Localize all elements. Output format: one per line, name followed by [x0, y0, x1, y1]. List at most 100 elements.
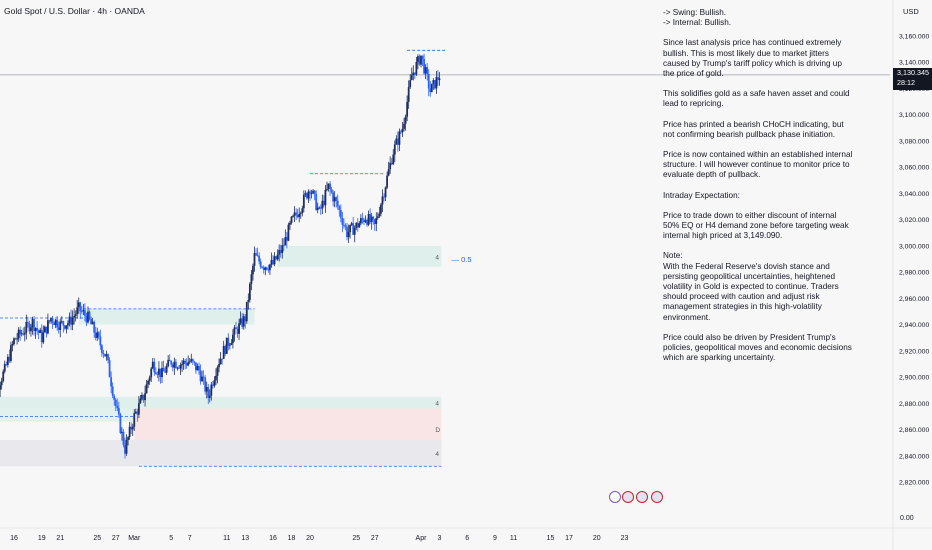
candle-body — [410, 75, 413, 81]
candle-body — [188, 361, 191, 363]
candle-body — [346, 226, 348, 238]
candle-body — [318, 207, 321, 209]
candle-body — [0, 381, 3, 386]
zone-5 — [0, 440, 442, 467]
candle-body — [51, 318, 54, 323]
candle-body — [110, 377, 113, 387]
candle-body — [20, 333, 23, 335]
candle-body — [332, 192, 335, 202]
x-tick-label: 9 — [493, 535, 497, 542]
us-flag-icon — [636, 491, 648, 503]
x-tick-label: 16 — [10, 535, 18, 542]
candle-body — [364, 220, 367, 223]
candle-body — [352, 223, 355, 235]
candle-body — [94, 332, 97, 338]
candle-body — [88, 311, 91, 319]
candle-body — [6, 356, 9, 365]
candle-body — [33, 318, 35, 332]
candle-body — [259, 261, 262, 268]
candle-body — [158, 368, 160, 375]
candle-body — [173, 361, 176, 368]
candle-body — [415, 61, 418, 75]
y-tick-label: 3,020.000 — [899, 217, 929, 224]
candle-body — [306, 193, 308, 199]
candle-body — [70, 316, 72, 325]
candle-body — [409, 80, 412, 88]
candle-body — [80, 311, 83, 312]
candle-body — [190, 359, 193, 362]
y-tick-label: 3,080.000 — [899, 138, 929, 145]
candle-body — [302, 194, 305, 209]
candle-body — [67, 323, 69, 326]
candle-body — [136, 411, 139, 415]
candle-body — [232, 334, 234, 344]
candle-body — [380, 204, 382, 214]
candle-body — [204, 377, 207, 392]
candle-body — [375, 217, 378, 224]
candle-body — [403, 123, 405, 129]
currency-label[interactable]: USD — [903, 7, 919, 16]
candle-body — [57, 327, 60, 330]
x-tick-label: 5 — [169, 535, 173, 542]
candle-body — [407, 87, 410, 102]
candle-body — [267, 269, 270, 271]
candle-body — [170, 361, 173, 365]
candle-body — [218, 364, 220, 368]
zone-1 — [78, 308, 255, 325]
candle-body — [299, 213, 302, 214]
candle-body — [154, 372, 157, 374]
candle-body — [359, 218, 362, 224]
candle-body — [292, 215, 294, 217]
x-tick-label: Apr — [416, 535, 428, 542]
candle-body — [43, 326, 46, 333]
x-tick-label: 25 — [352, 535, 360, 542]
candle-body — [258, 255, 261, 262]
candle-body — [127, 437, 129, 440]
chart-title: Gold Spot / U.S. Dollar · 4h · OANDA — [4, 6, 145, 16]
candle-body — [213, 380, 216, 386]
candle-body — [326, 188, 328, 190]
candle-body — [227, 337, 230, 346]
candle-body — [77, 302, 80, 308]
x-tick-label: 17 — [565, 535, 573, 542]
candle-body — [329, 183, 331, 190]
eq-label: — 0.5 — [452, 255, 472, 264]
candle-body — [114, 399, 117, 407]
candle-body — [270, 260, 273, 265]
candle-body — [430, 83, 433, 93]
candle-body — [142, 394, 145, 401]
candle-body — [238, 323, 240, 334]
candle-body — [282, 245, 285, 247]
candle-body — [181, 364, 183, 366]
candle-body — [324, 189, 327, 206]
x-tick-label: 20 — [593, 535, 601, 542]
candle-body — [427, 73, 430, 89]
x-tick-label: 15 — [547, 535, 555, 542]
internal-bias: -> Internal: Bullish. — [663, 18, 732, 28]
candle-body — [13, 338, 15, 345]
candle-body — [400, 131, 402, 133]
x-tick-label: 20 — [306, 535, 314, 542]
candle-body — [247, 299, 250, 302]
candle-body — [418, 56, 421, 65]
candle-body — [45, 326, 48, 334]
candle-body — [304, 193, 307, 195]
candle-body — [130, 426, 133, 430]
candle-body — [10, 345, 12, 361]
candle-body — [276, 254, 279, 260]
candle-body — [17, 329, 20, 339]
candle-body — [5, 364, 8, 365]
x-tick-label: Mar — [128, 535, 141, 542]
current-price-value: 3,130.345 — [897, 68, 929, 77]
candle-body — [156, 373, 159, 375]
candle-body — [199, 370, 202, 382]
zone-label-4: D — [435, 427, 440, 434]
candle-body — [330, 189, 333, 193]
candle-body — [11, 344, 14, 346]
candle-body — [165, 366, 168, 373]
note-paragraph-4: Price is now contained within an establi… — [663, 150, 853, 180]
candle-body — [84, 310, 86, 316]
candle-body — [48, 320, 51, 322]
